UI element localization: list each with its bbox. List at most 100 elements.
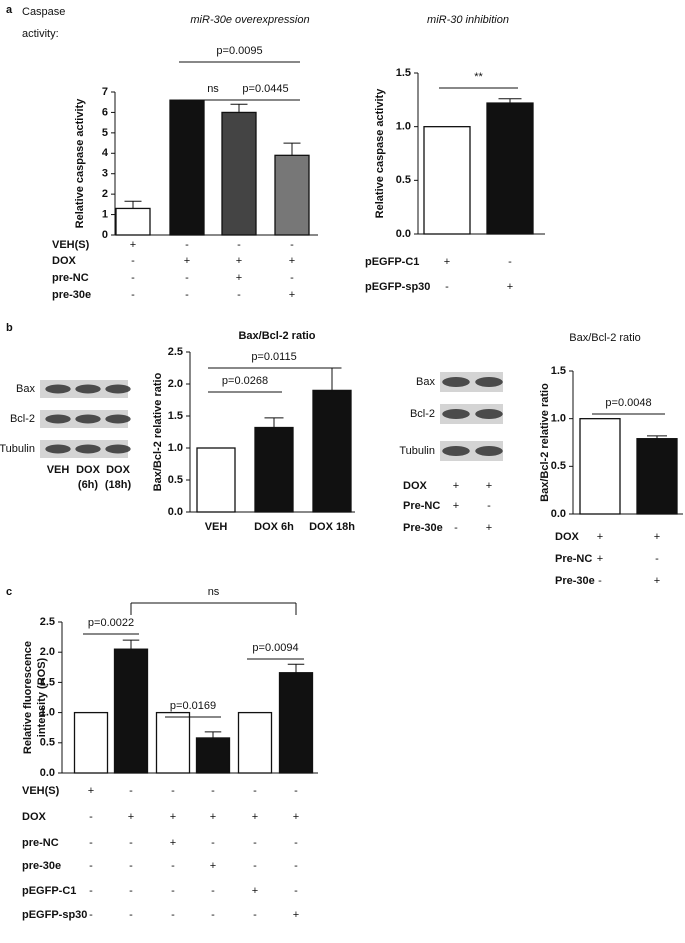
treatment-sign: - <box>211 785 215 797</box>
blot-strip <box>440 372 503 392</box>
treatment-sign: - <box>185 239 189 251</box>
treatment-sign: - <box>445 281 449 293</box>
blot-band <box>475 409 503 419</box>
treatment-sign: - <box>290 239 294 251</box>
treatment-sign: - <box>129 885 133 897</box>
treatment-sign: - <box>185 289 189 301</box>
treatment-label: pre-30e <box>52 289 91 301</box>
lane-label: (6h) <box>78 479 99 491</box>
treatment-sign: + <box>289 289 295 301</box>
treatment-sign: - <box>294 860 298 872</box>
y-tick-label: 0.5 <box>40 737 55 749</box>
treatment-label: pEGFP-sp30 <box>365 281 430 293</box>
blot-band <box>442 446 470 456</box>
lane-label: DOX <box>106 464 131 476</box>
treatment-sign: + <box>444 256 450 268</box>
y-tick-label: 1.0 <box>396 121 411 133</box>
treatment-sign: + <box>210 860 216 872</box>
treatment-sign: + <box>170 811 176 823</box>
annotation: p=0.0094 <box>252 642 298 654</box>
treatment-label: pEGFP-C1 <box>22 885 76 897</box>
blot-band <box>442 377 470 387</box>
annotation: ** <box>474 71 483 83</box>
treatment-sign: + <box>170 837 176 849</box>
bar <box>155 711 191 774</box>
annotation: p=0.0445 <box>242 83 288 95</box>
y-tick-label: 1.0 <box>551 413 566 425</box>
y-axis-label: Relative caspase activity <box>74 98 86 229</box>
treatment-sign: + <box>236 255 242 267</box>
treatment-sign: - <box>171 885 175 897</box>
blot-strip <box>440 404 503 424</box>
treatment-sign: + <box>88 785 94 797</box>
y-tick-label: 4 <box>102 147 109 159</box>
y-tick-label: 2.0 <box>40 646 55 658</box>
treatment-sign: - <box>211 909 215 921</box>
treatment-sign: - <box>294 837 298 849</box>
blot-band <box>75 414 101 424</box>
y-tick-label: 2.0 <box>168 378 183 390</box>
treatment-sign: - <box>454 522 458 534</box>
treatment-label: DOX <box>52 255 77 267</box>
treatment-label: Pre-30e <box>555 575 595 587</box>
treatment-sign: - <box>253 785 257 797</box>
treatment-sign: - <box>237 289 241 301</box>
chart-title: miR-30e overexpression <box>190 14 309 26</box>
treatment-sign: - <box>129 837 133 849</box>
y-tick-label: 1.0 <box>168 442 183 454</box>
blot-band <box>475 446 503 456</box>
treatment-sign: + <box>597 531 603 543</box>
treatment-sign: - <box>253 837 257 849</box>
treatment-sign: - <box>131 272 135 284</box>
bar <box>312 389 352 513</box>
treatment-label: Pre-NC <box>403 500 440 512</box>
blot-row-label: Tubulin <box>399 445 435 457</box>
treatment-sign: + <box>252 811 258 823</box>
treatment-sign: - <box>655 553 659 565</box>
blot-band <box>105 414 131 424</box>
blot-band <box>45 414 71 424</box>
y-tick-label: 0.0 <box>396 228 411 240</box>
blot-band <box>442 409 470 419</box>
treatment-sign: - <box>131 289 135 301</box>
treatment-sign: - <box>89 837 93 849</box>
treatment-sign: + <box>293 909 299 921</box>
treatment-label: pre-30e <box>22 860 61 872</box>
treatment-sign: - <box>294 785 298 797</box>
treatment-label: pre-NC <box>22 837 59 849</box>
x-tick-label: VEH <box>205 521 228 533</box>
treatment-sign: - <box>171 909 175 921</box>
blot-row-label: Bcl-2 <box>10 413 35 425</box>
y-tick-label: 1.5 <box>168 410 183 422</box>
treatment-sign: - <box>508 256 512 268</box>
treatment-label: pEGFP-C1 <box>365 256 419 268</box>
bar <box>221 111 257 236</box>
blot-band <box>75 444 101 454</box>
blot-row-label: Bcl-2 <box>410 408 435 420</box>
y-tick-label: 0.5 <box>168 474 183 486</box>
blot-band <box>475 377 503 387</box>
treatment-sign: - <box>171 785 175 797</box>
bar <box>274 154 310 236</box>
bar <box>579 418 621 515</box>
caption: Caspase <box>22 6 65 18</box>
treatment-sign: - <box>253 860 257 872</box>
bar <box>237 711 273 774</box>
treatment-label: DOX <box>555 531 580 543</box>
bar <box>196 447 236 513</box>
blot-band <box>45 384 71 394</box>
y-tick-label: 1.5 <box>396 67 411 79</box>
annotation: ns <box>208 586 220 598</box>
bar <box>423 126 471 235</box>
blot-band <box>105 384 131 394</box>
treatment-label: Pre-NC <box>555 553 592 565</box>
panel-label: c <box>6 586 12 598</box>
blot-strip <box>440 441 503 461</box>
bar <box>278 672 314 774</box>
chart-title: miR-30 inhibition <box>427 14 509 26</box>
annotation: p=0.0115 <box>251 351 296 363</box>
treatment-sign: + <box>210 811 216 823</box>
treatment-label: DOX <box>403 480 428 492</box>
treatment-sign: + <box>654 531 660 543</box>
y-tick-label: 1 <box>102 208 108 220</box>
